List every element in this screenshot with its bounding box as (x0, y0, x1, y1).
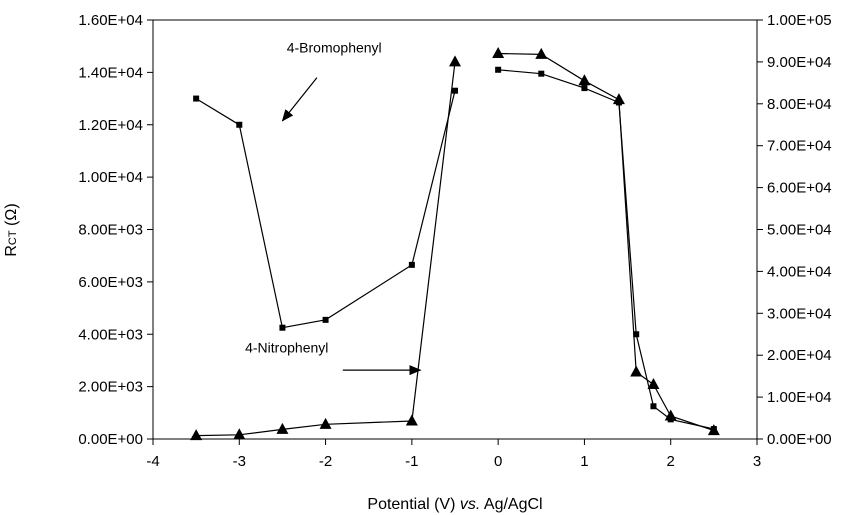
y-right-tick-label: 7.00E+04 (767, 138, 832, 155)
data-point-square (236, 121, 243, 128)
annotation-label: 4-Nitrophenyl (245, 340, 328, 356)
x-axis-ticks: -4 -3 -2 -1 0 1 2 3 (146, 439, 761, 470)
y-right-tick-label: 2.00E+04 (767, 347, 832, 364)
y-right-axis-ticks: 0.00E+00 1.00E+04 2.00E+04 3.00E+04 4.00E+04… (757, 12, 832, 448)
data-point-triangle (492, 47, 505, 59)
y-left-tick-label: 8.00E+03 (78, 222, 143, 239)
y-left-tick-label: 1.00E+04 (78, 169, 143, 186)
data-point-triangle (233, 428, 246, 440)
data-point-triangle (449, 55, 461, 67)
series-line (498, 69, 715, 430)
x-tick-label: -1 (405, 453, 418, 470)
y-right-tick-label: 6.00E+04 (767, 180, 832, 197)
y-left-tick-label: 4.00E+03 (78, 326, 143, 343)
series-line (196, 61, 456, 437)
x-axis-title: Potential (V) vs. Ag/AgCl (367, 496, 542, 513)
data-point-square (279, 324, 286, 331)
plot-area (152, 19, 758, 440)
data-point-square (495, 66, 502, 73)
annotation-layer: 4-Bromophenyl 4-Nitrophenyl (245, 40, 422, 376)
data-point-triangle (319, 417, 332, 429)
x-tick-label: 2 (667, 453, 675, 470)
series-layer (190, 47, 720, 441)
data-point-square (193, 95, 200, 102)
y-left-tick-label: 6.00E+03 (78, 274, 143, 291)
data-point-triangle (664, 409, 677, 421)
y-left-tick-label: 0.00E+00 (78, 431, 143, 448)
y-right-tick-label: 1.00E+04 (767, 389, 832, 406)
annotation-label: 4-Bromophenyl (287, 40, 382, 56)
y-right-tick-label: 0.00E+00 (767, 431, 832, 448)
x-tick-label: -4 (146, 453, 159, 470)
x-tick-label: -3 (233, 453, 246, 470)
y-right-tick-label: 8.00E+04 (767, 96, 832, 113)
data-point-triangle (535, 47, 548, 59)
y-left-tick-label: 1.40E+04 (78, 64, 143, 81)
y-axis-title: RCT (Ω) (3, 203, 20, 256)
data-point-triangle (707, 424, 720, 436)
y-right-tick-label: 9.00E+04 (767, 54, 832, 71)
series-line (498, 52, 715, 432)
data-point-square (452, 87, 458, 94)
data-point-square (650, 403, 657, 410)
series-square (193, 66, 717, 433)
y-left-tick-label: 2.00E+03 (78, 379, 143, 396)
series-line (195, 90, 456, 329)
data-point-triangle (276, 422, 289, 434)
y-left-tick-label: 1.20E+04 (78, 117, 143, 134)
data-point-triangle (405, 414, 418, 426)
y-left-tick-label: 1.60E+04 (78, 12, 143, 29)
x-tick-label: -2 (319, 453, 332, 470)
data-point-square (408, 261, 415, 268)
data-point-triangle (190, 429, 203, 441)
x-tick-label: 1 (580, 453, 588, 470)
x-tick-label: 3 (753, 453, 761, 470)
series-triangle (190, 47, 720, 441)
y-left-axis-ticks: 0.00E+00 2.00E+03 4.00E+03 6.00E+03 8.00E+03… (78, 12, 153, 448)
data-point-square (581, 85, 588, 92)
y-right-tick-label: 5.00E+04 (767, 222, 832, 239)
y-right-tick-label: 3.00E+04 (767, 305, 832, 322)
y-right-tick-label: 1.00E+05 (767, 12, 832, 29)
y-right-tick-label: 4.00E+04 (767, 263, 832, 280)
data-point-triangle (578, 74, 591, 86)
data-point-square (322, 316, 329, 323)
x-tick-label: 0 (494, 453, 502, 470)
data-point-square (633, 331, 640, 338)
data-point-triangle (612, 93, 625, 105)
data-point-triangle (630, 365, 643, 377)
annotation-arrow (281, 77, 318, 122)
data-point-square (538, 70, 545, 77)
data-point-triangle (647, 378, 660, 390)
